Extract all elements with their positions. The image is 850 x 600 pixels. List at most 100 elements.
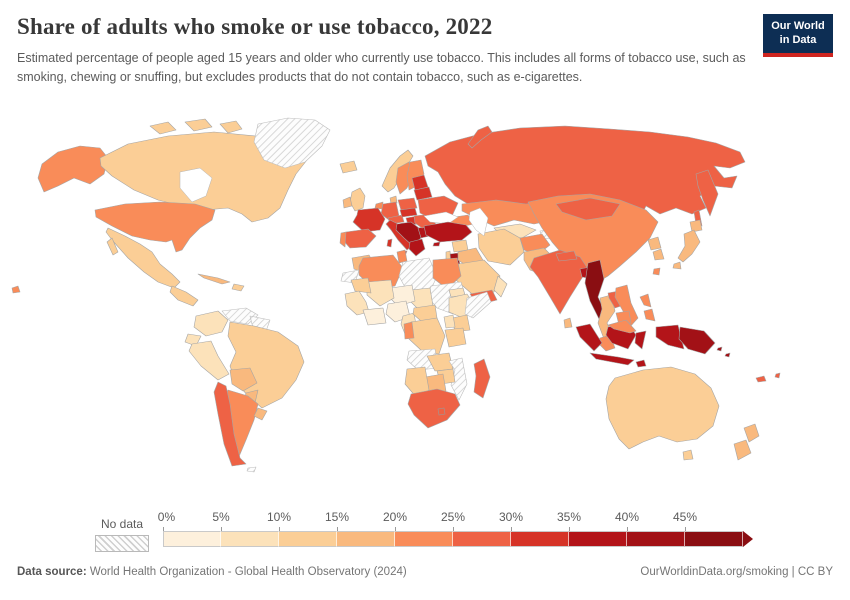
region-north-korea[interactable]: [647, 236, 662, 251]
legend-color-segment[interactable]: [221, 531, 279, 547]
region-mauritania[interactable]: [350, 277, 372, 294]
legend-tick: [337, 527, 338, 531]
region-papua-new-guinea[interactable]: [678, 326, 716, 355]
region-chile[interactable]: [213, 381, 247, 467]
region-egypt[interactable]: [432, 257, 462, 290]
credit-line[interactable]: OurWorldinData.org/smoking | CC BY: [640, 566, 833, 578]
region-mozambique[interactable]: [448, 357, 468, 401]
legend-color-segment[interactable]: [627, 531, 685, 547]
legend-color-segment[interactable]: [685, 531, 743, 547]
region-west-papua[interactable]: [655, 324, 685, 350]
region-south-africa[interactable]: [407, 388, 461, 429]
region-vanuatu[interactable]: [755, 375, 767, 383]
region-cyprus[interactable]: [432, 241, 441, 247]
region-hispaniola[interactable]: [231, 283, 245, 292]
data-source: Data source: World Health Organization -…: [17, 566, 407, 578]
region-angola[interactable]: [406, 348, 439, 371]
region-portugal[interactable]: [339, 231, 347, 248]
region-iceland[interactable]: [339, 160, 358, 174]
region-tunisia[interactable]: [396, 249, 408, 264]
region-south-korea[interactable]: [652, 248, 665, 261]
region-arctic-islands[interactable]: [219, 120, 243, 134]
region-nepal[interactable]: [555, 250, 578, 262]
legend-scale[interactable]: 0% 5% 10% 15% 20% 25% 30% 35% 40% 45%: [158, 510, 763, 552]
region-baltics[interactable]: [411, 174, 429, 191]
region-mali[interactable]: [366, 279, 395, 307]
region-fiji[interactable]: [774, 372, 781, 379]
legend-color-segment[interactable]: [569, 531, 627, 547]
region-arctic-islands[interactable]: [184, 118, 213, 132]
region-malaysia-borneo[interactable]: [607, 319, 637, 334]
region-hawaii[interactable]: [11, 285, 21, 294]
region-falklands[interactable]: [246, 466, 257, 473]
region-ivory-coast-ghana[interactable]: [362, 307, 387, 326]
region-china[interactable]: [527, 193, 659, 283]
region-timor[interactable]: [635, 359, 647, 368]
region-united-states[interactable]: [94, 201, 216, 253]
region-taiwan[interactable]: [652, 267, 661, 276]
region-arctic-islands[interactable]: [149, 121, 177, 135]
legend-color-segment[interactable]: [453, 531, 511, 547]
region-philippines[interactable]: [643, 308, 656, 322]
legend-color-bar[interactable]: [163, 531, 753, 547]
region-nz-south[interactable]: [733, 439, 752, 461]
region-united-kingdom[interactable]: [349, 187, 366, 212]
region-madagascar[interactable]: [473, 358, 491, 399]
data-source-text: World Health Organization - Global Healt…: [86, 566, 407, 578]
legend-no-data[interactable]: No data: [95, 517, 149, 552]
region-japan-hokkaido[interactable]: [689, 219, 703, 233]
region-tanzania[interactable]: [444, 327, 467, 348]
region-java[interactable]: [589, 352, 635, 366]
region-oman[interactable]: [493, 275, 508, 298]
region-sri-lanka[interactable]: [563, 317, 573, 329]
region-dr-congo[interactable]: [408, 317, 446, 355]
legend-color-segment[interactable]: [163, 531, 221, 547]
region-poland[interactable]: [397, 197, 418, 211]
region-solomon-islands[interactable]: [724, 352, 731, 358]
region-ireland[interactable]: [342, 196, 353, 209]
region-greece[interactable]: [408, 238, 426, 257]
region-tasmania[interactable]: [682, 449, 694, 461]
no-data-swatch[interactable]: [95, 535, 149, 552]
region-greenland[interactable]: [253, 117, 331, 169]
region-mexico[interactable]: [105, 227, 181, 289]
legend-color-segment[interactable]: [279, 531, 337, 547]
region-sardinia[interactable]: [386, 238, 393, 248]
region-japan-kyushu[interactable]: [672, 261, 682, 270]
region-czechia-slovakia[interactable]: [399, 207, 418, 218]
region-baja[interactable]: [106, 237, 119, 256]
region-kamchatka[interactable]: [695, 169, 719, 217]
legend-color-segment[interactable]: [511, 531, 569, 547]
region-turkey[interactable]: [423, 221, 473, 243]
region-sumatra[interactable]: [575, 323, 603, 352]
region-peru[interactable]: [188, 340, 230, 381]
legend-color-segment[interactable]: [337, 531, 395, 547]
region-uruguay[interactable]: [253, 407, 268, 421]
region-vietnam[interactable]: [614, 284, 639, 329]
region-sulawesi[interactable]: [634, 330, 647, 350]
owid-logo-line1: Our World: [771, 20, 825, 32]
region-nz-north[interactable]: [743, 423, 760, 443]
region-uganda[interactable]: [443, 314, 456, 329]
owid-logo[interactable]: Our World in Data: [763, 14, 833, 57]
region-iran[interactable]: [477, 228, 525, 266]
region-novaya-zemlya[interactable]: [467, 125, 493, 149]
region-mongolia[interactable]: [555, 197, 621, 221]
region-cuba[interactable]: [197, 273, 231, 285]
legend-tick-label: 30%: [498, 510, 524, 524]
region-central-america[interactable]: [169, 285, 199, 307]
region-france[interactable]: [352, 207, 386, 233]
caspian-sea: [468, 207, 489, 237]
region-colombia[interactable]: [193, 310, 229, 337]
region-bolivia[interactable]: [229, 367, 258, 392]
region-australia[interactable]: [605, 366, 720, 450]
region-philippines[interactable]: [639, 293, 652, 308]
data-source-label: Data source:: [17, 566, 87, 578]
region-japan-honshu[interactable]: [677, 229, 701, 263]
region-congo[interactable]: [403, 321, 415, 340]
region-solomon-islands[interactable]: [716, 346, 723, 352]
region-somalia[interactable]: [464, 291, 492, 319]
region-alaska[interactable]: [37, 145, 109, 193]
region-spain[interactable]: [341, 228, 377, 249]
legend-color-segment[interactable]: [395, 531, 453, 547]
